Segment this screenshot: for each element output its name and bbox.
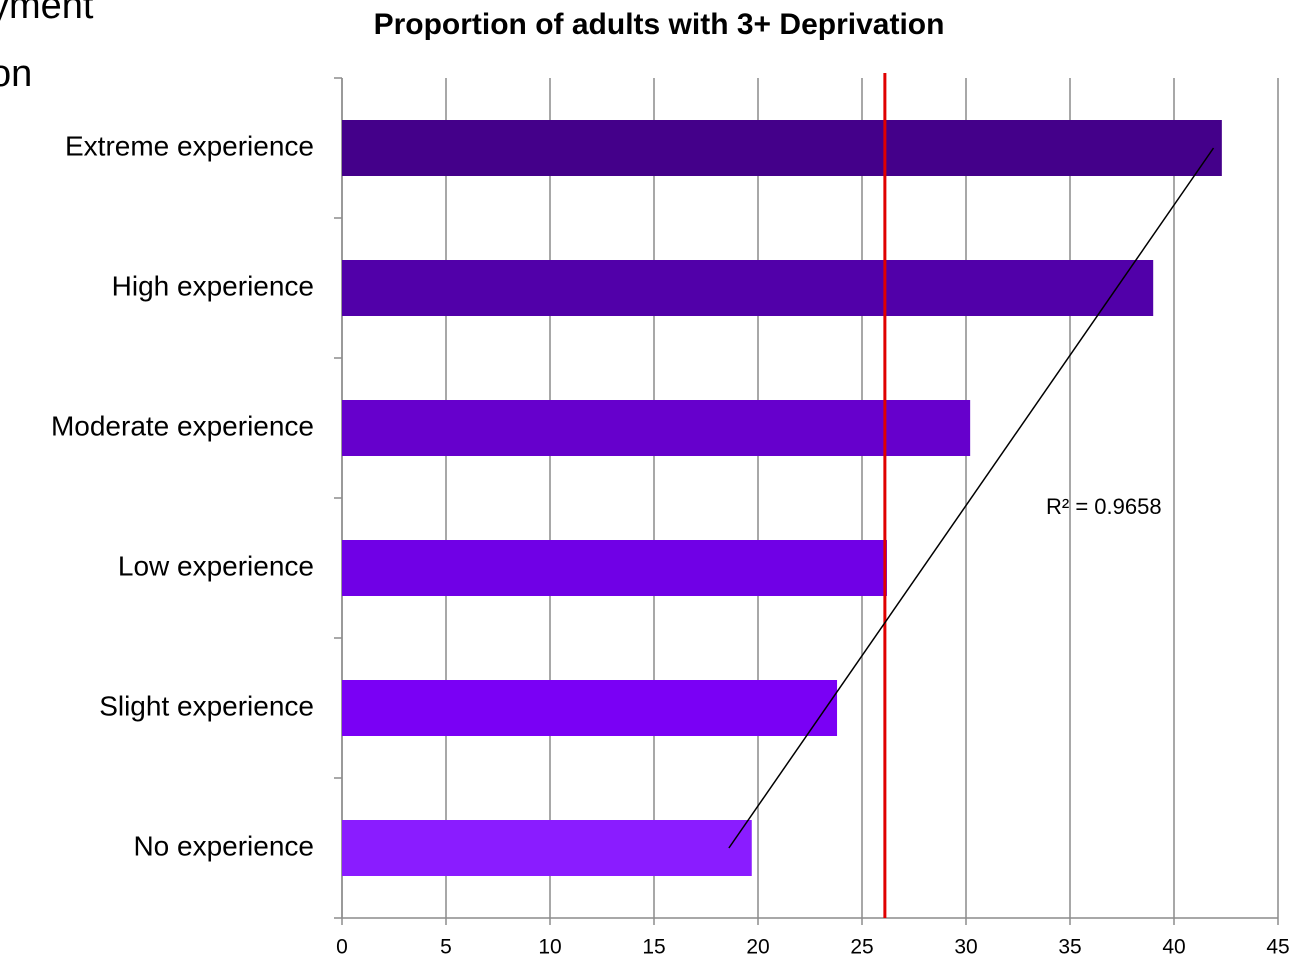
- y-tick-label: High experience: [112, 270, 314, 301]
- x-tick-label: 35: [1058, 936, 1081, 959]
- bar: [342, 540, 887, 596]
- x-tick-label: 40: [1162, 936, 1185, 959]
- slide-text: yment: [0, 0, 94, 27]
- bar: [342, 820, 752, 876]
- trendline: [728, 147, 1215, 849]
- y-tick-label: Low experience: [118, 550, 314, 581]
- x-tick-label: 15: [642, 936, 665, 959]
- y-tick-label: No experience: [133, 830, 314, 861]
- x-tick-label: 45: [1266, 936, 1289, 959]
- bar: [342, 680, 838, 736]
- x-tick-label: 25: [850, 936, 873, 959]
- x-tick-label: 0: [336, 936, 348, 959]
- x-tick-label: 10: [538, 936, 561, 959]
- chart-title: Proportion of adults with 3+ Deprivation: [374, 8, 945, 41]
- x-tick-label: 5: [440, 936, 452, 959]
- x-tick-label: 20: [746, 936, 769, 959]
- bar: [342, 120, 1222, 176]
- y-tick-label: Extreme experience: [65, 130, 314, 161]
- trendline-label: R² = 0.9658: [1046, 494, 1162, 519]
- slide-text: on: [0, 53, 32, 95]
- x-tick-label: 30: [954, 936, 977, 959]
- y-tick-label: Slight experience: [99, 690, 314, 721]
- bar: [342, 400, 971, 456]
- y-tick-label: Moderate experience: [51, 410, 314, 441]
- bar: [342, 260, 1154, 316]
